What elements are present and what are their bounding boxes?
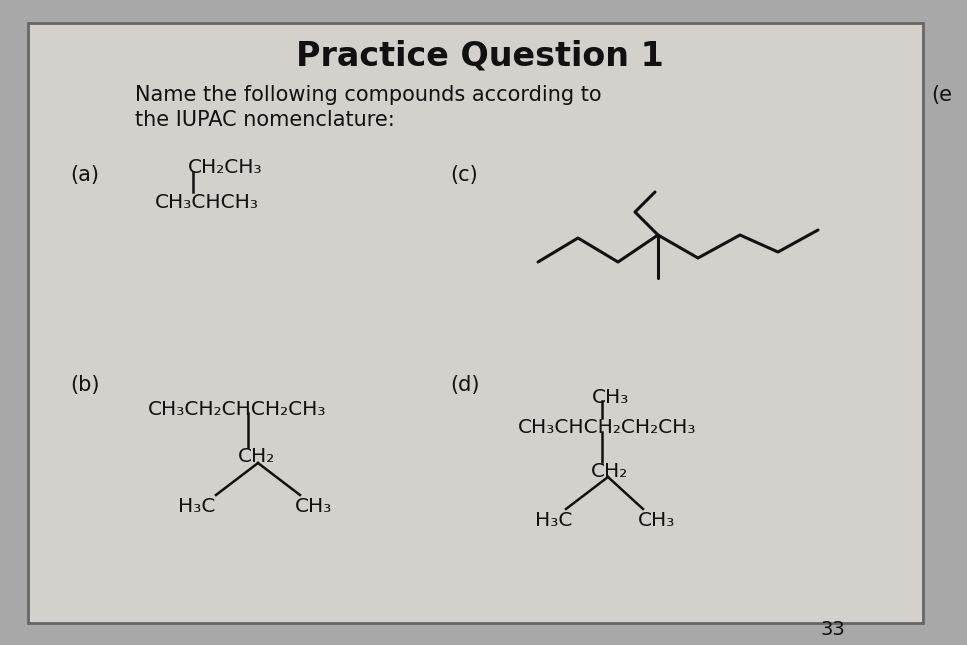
Text: H₃C: H₃C — [178, 497, 216, 516]
Text: (e: (e — [931, 85, 952, 105]
Text: CH₃CHCH₃: CH₃CHCH₃ — [155, 193, 259, 212]
Text: CH₃: CH₃ — [638, 511, 675, 530]
Text: (c): (c) — [450, 165, 478, 185]
Text: (a): (a) — [70, 165, 99, 185]
Text: CH₃CHCH₂CH₂CH₃: CH₃CHCH₂CH₂CH₃ — [518, 418, 696, 437]
Text: (b): (b) — [70, 375, 100, 395]
Text: Name the following compounds according to: Name the following compounds according t… — [135, 85, 601, 105]
Text: (d): (d) — [450, 375, 480, 395]
Text: CH₃: CH₃ — [592, 388, 630, 407]
Text: CH₃: CH₃ — [295, 497, 333, 516]
Text: H₃C: H₃C — [535, 511, 572, 530]
Text: CH₂: CH₂ — [238, 447, 276, 466]
Text: CH₂: CH₂ — [591, 462, 629, 481]
Text: 33: 33 — [820, 620, 845, 639]
Text: the IUPAC nomenclature:: the IUPAC nomenclature: — [135, 110, 395, 130]
Text: CH₃CH₂CHCH₂CH₃: CH₃CH₂CHCH₂CH₃ — [148, 400, 327, 419]
Text: Practice Question 1: Practice Question 1 — [296, 40, 664, 73]
Text: CH₂CH₃: CH₂CH₃ — [188, 158, 263, 177]
